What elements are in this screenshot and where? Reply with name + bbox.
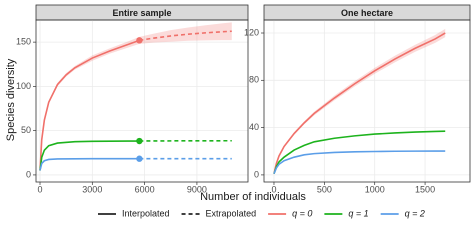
x-tick-label: 500 [317,184,332,194]
y-tick-label: 100 [16,81,31,91]
y-tick-label: 80 [249,75,259,85]
legend-label: Interpolated [122,208,170,218]
x-tick-label: 1500 [415,184,435,194]
legend-label: Extrapolated [206,208,257,218]
legend-label: q = 1 [348,208,368,218]
y-tick-label: 40 [249,122,259,132]
y-tick-label: 120 [244,27,259,37]
series-line [39,39,140,171]
panel-border [263,19,471,183]
series-line [273,32,446,174]
x-tick-label: 6000 [135,184,155,194]
confidence-band [139,22,232,44]
panel-background [36,20,248,182]
series-line [139,30,232,42]
observed-point [136,155,143,162]
x-axis-title: Number of individuals [200,191,306,203]
y-tick-label: 0 [254,169,259,179]
x-tick-label: 3000 [82,184,102,194]
x-tick-label: 0 [38,184,43,194]
y-tick-label: 150 [16,37,31,47]
legend-label: q = 2 [405,208,425,218]
legend-label: q = 0 [292,208,312,218]
y-axis-title: Species diversity [5,58,17,141]
panel-title: One hectare [341,8,393,18]
figure: Species diversity Number of individuals … [5,4,471,218]
y-tick-label: 0 [26,169,31,179]
series-line [273,150,446,175]
observed-point [136,37,143,44]
series-line [39,157,140,171]
series-line [273,130,446,174]
series-line [39,140,140,171]
x-tick-label: 1000 [365,184,385,194]
x-tick-label: 0 [271,184,276,194]
observed-point [136,137,143,145]
confidence-band [273,28,446,174]
x-tick-label: 9000 [187,184,207,194]
panel-title: Entire sample [112,8,171,18]
panel-border [35,19,249,183]
y-tick-label: 50 [21,125,31,135]
panel-background [264,20,470,182]
